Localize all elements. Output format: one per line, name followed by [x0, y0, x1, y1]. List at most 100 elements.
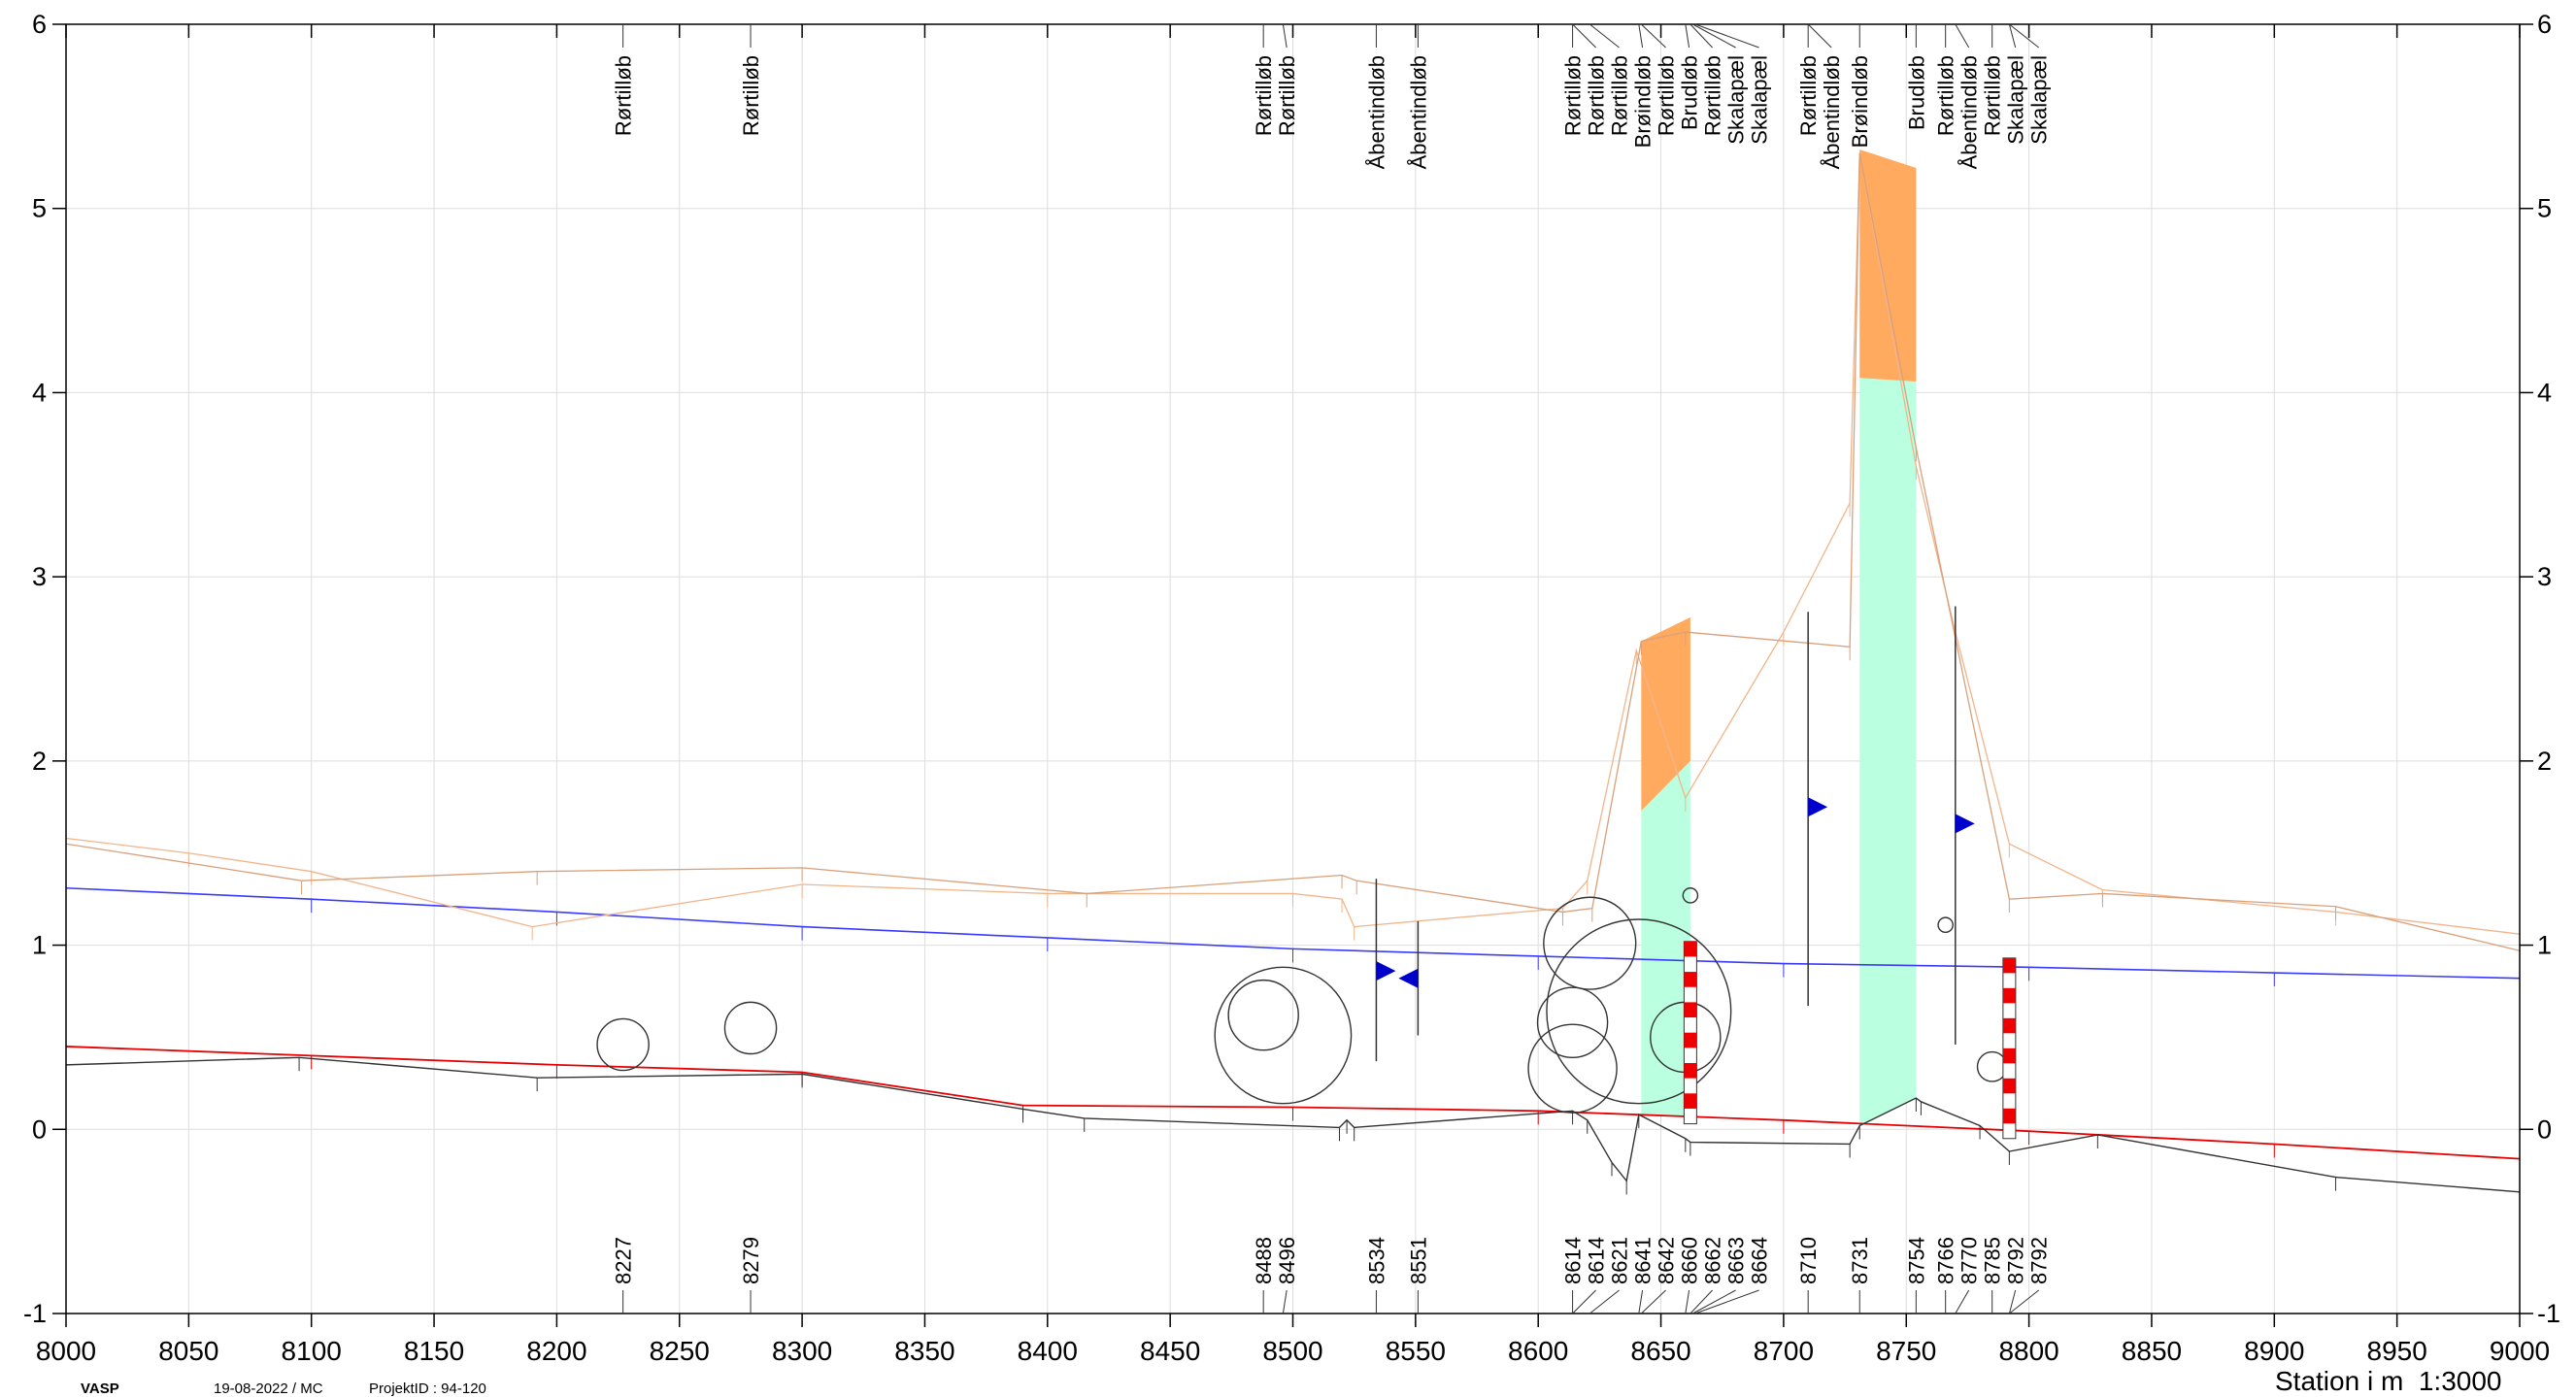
- bottom-label-leader: [1640, 1289, 1666, 1314]
- y-tick-label-right: -1: [2537, 1299, 2560, 1328]
- x-tick-label: 8200: [526, 1336, 586, 1366]
- scale-pole-stripe: [1684, 1062, 1697, 1079]
- top-annotation-label: Rørtilløb: [1934, 55, 1958, 136]
- y-tick-label-right: 3: [2537, 562, 2552, 591]
- top-annotation-label: Åbentindløb: [1406, 55, 1430, 169]
- x-tick-label: 8700: [1754, 1336, 1814, 1366]
- x-tick-label: 8600: [1508, 1336, 1568, 1366]
- pipe-circle: [1543, 896, 1637, 990]
- bottom-station-label: 8641: [1631, 1237, 1656, 1284]
- y-tick-label-right: 4: [2537, 378, 2552, 407]
- y-tick-label-left: 6: [32, 10, 47, 39]
- x-tick-label: 8550: [1386, 1336, 1446, 1366]
- footer-date-user: 19-08-2022 / MC: [214, 1380, 323, 1397]
- pipe-circle: [596, 1017, 650, 1072]
- top-annotation-label: Rørtilløb: [1561, 55, 1586, 136]
- bottom-station-label: 8614: [1585, 1237, 1609, 1284]
- bottom-station-label: 8731: [1848, 1237, 1872, 1284]
- bottom-station-label: 8227: [612, 1237, 636, 1284]
- y-tick-label-left: 1: [32, 931, 47, 960]
- bottom-label-leader: [1955, 1289, 1970, 1314]
- y-tick-label-right: 5: [2537, 194, 2552, 223]
- bottom-station-label: 8663: [1724, 1237, 1749, 1284]
- scale-pole-stripe: [2002, 957, 2016, 974]
- bottom-label-leader: [1692, 1289, 1736, 1314]
- bottom-station-label: 8621: [1608, 1237, 1632, 1284]
- flow-direction-marker: [1808, 797, 1828, 817]
- series-line-terrain: [65, 152, 2521, 935]
- x-tick-label: 8650: [1630, 1336, 1690, 1366]
- bottom-label-leader: [1589, 1289, 1620, 1314]
- top-annotation-label: Skalapæl: [1748, 55, 1772, 145]
- scale-pole-stripe: [2002, 1017, 2016, 1034]
- bottom-label-leader: [1685, 1289, 1690, 1314]
- top-annotation-label: Rørtilløb: [739, 55, 763, 136]
- top-annotation-label: Åbentindløb: [1957, 55, 1982, 169]
- x-axis-scale: 1:3000: [2418, 1366, 2502, 1396]
- top-label-leader: [1955, 23, 1970, 49]
- pipe-circle: [1682, 887, 1699, 904]
- bottom-station-label: 8766: [1934, 1237, 1958, 1284]
- flow-direction-marker: [1955, 814, 1975, 834]
- x-tick-label: 8350: [894, 1336, 954, 1366]
- x-tick-label: 8100: [282, 1336, 342, 1366]
- bottom-station-label: 8551: [1406, 1237, 1430, 1284]
- y-tick-label-right: 2: [2537, 747, 2552, 776]
- top-label-leader: [1807, 23, 1832, 49]
- top-annotation-label: Brudløb: [1678, 55, 1702, 130]
- top-label-leader: [1689, 23, 1713, 49]
- bottom-label-leader: [1572, 1289, 1596, 1314]
- bottom-station-label: 8642: [1655, 1237, 1679, 1284]
- structure-top-fill: [1859, 150, 1917, 383]
- top-annotation-label: Skalapæl: [2004, 55, 2028, 145]
- y-tick-label-left: 5: [32, 194, 47, 223]
- pipe-circle: [1937, 916, 1954, 933]
- x-axis-title: Station i m 1:3000: [2275, 1366, 2501, 1397]
- bottom-station-label: 8792: [2004, 1237, 2028, 1284]
- top-label-leader: [1694, 23, 1759, 49]
- top-label-leader: [1282, 23, 1288, 49]
- bottom-station-label: 8792: [2027, 1237, 2052, 1284]
- top-annotation-label: Brøindløb: [1848, 55, 1872, 148]
- x-tick-label: 8800: [1998, 1336, 2058, 1366]
- top-annotation-label: Skalapæl: [2027, 55, 2052, 145]
- series-line-terrain2: [65, 152, 2521, 951]
- bottom-label-leader: [1689, 1289, 1713, 1314]
- bottom-station-label: 8279: [739, 1237, 763, 1284]
- bottom-station-label: 8614: [1561, 1237, 1586, 1284]
- bottom-label-leader: [1694, 1289, 1759, 1314]
- top-annotation-label: Rørtilløb: [1655, 55, 1679, 136]
- pipe-circle: [1536, 986, 1609, 1058]
- pipe-circle: [1527, 1023, 1618, 1114]
- top-label-leader: [1685, 23, 1690, 49]
- pipe-circle: [1214, 966, 1353, 1105]
- bottom-station-label: 8662: [1701, 1237, 1725, 1284]
- top-label-leader: [1640, 23, 1666, 49]
- structure-water-fill: [1859, 378, 1917, 1126]
- scale-pole-stripe: [2002, 1048, 2016, 1064]
- top-annotation-label: Åbentindløb: [1820, 55, 1844, 169]
- bottom-station-label: 8496: [1275, 1237, 1299, 1284]
- y-tick-label-right: 6: [2537, 10, 2552, 39]
- bottom-station-label: 8534: [1364, 1237, 1388, 1284]
- y-tick-label-left: 0: [32, 1114, 47, 1144]
- bottom-station-label: 8785: [1981, 1237, 2005, 1284]
- y-tick-label-right: 0: [2537, 1114, 2552, 1144]
- structure-top-fill: [1641, 616, 1690, 812]
- scale-pole-stripe: [1684, 972, 1697, 987]
- top-annotation-label: Skalapæl: [1724, 55, 1749, 145]
- bottom-label-leader: [1638, 1289, 1644, 1314]
- pipe-circle: [1227, 979, 1299, 1051]
- x-tick-label: 8850: [2122, 1336, 2182, 1366]
- pipe-circle: [1976, 1050, 2008, 1082]
- bottom-station-label: 8754: [1904, 1237, 1928, 1284]
- bottom-label-leader: [2009, 1289, 2040, 1314]
- flow-direction-marker: [1398, 968, 1419, 988]
- top-label-leader: [1572, 23, 1596, 49]
- scale-pole-stripe: [2002, 1108, 2016, 1124]
- top-label-leader: [2009, 23, 2040, 49]
- x-tick-label: 8950: [2367, 1336, 2427, 1366]
- x-tick-label: 8900: [2244, 1336, 2304, 1366]
- top-annotation-label: Rørtilløb: [1796, 55, 1821, 136]
